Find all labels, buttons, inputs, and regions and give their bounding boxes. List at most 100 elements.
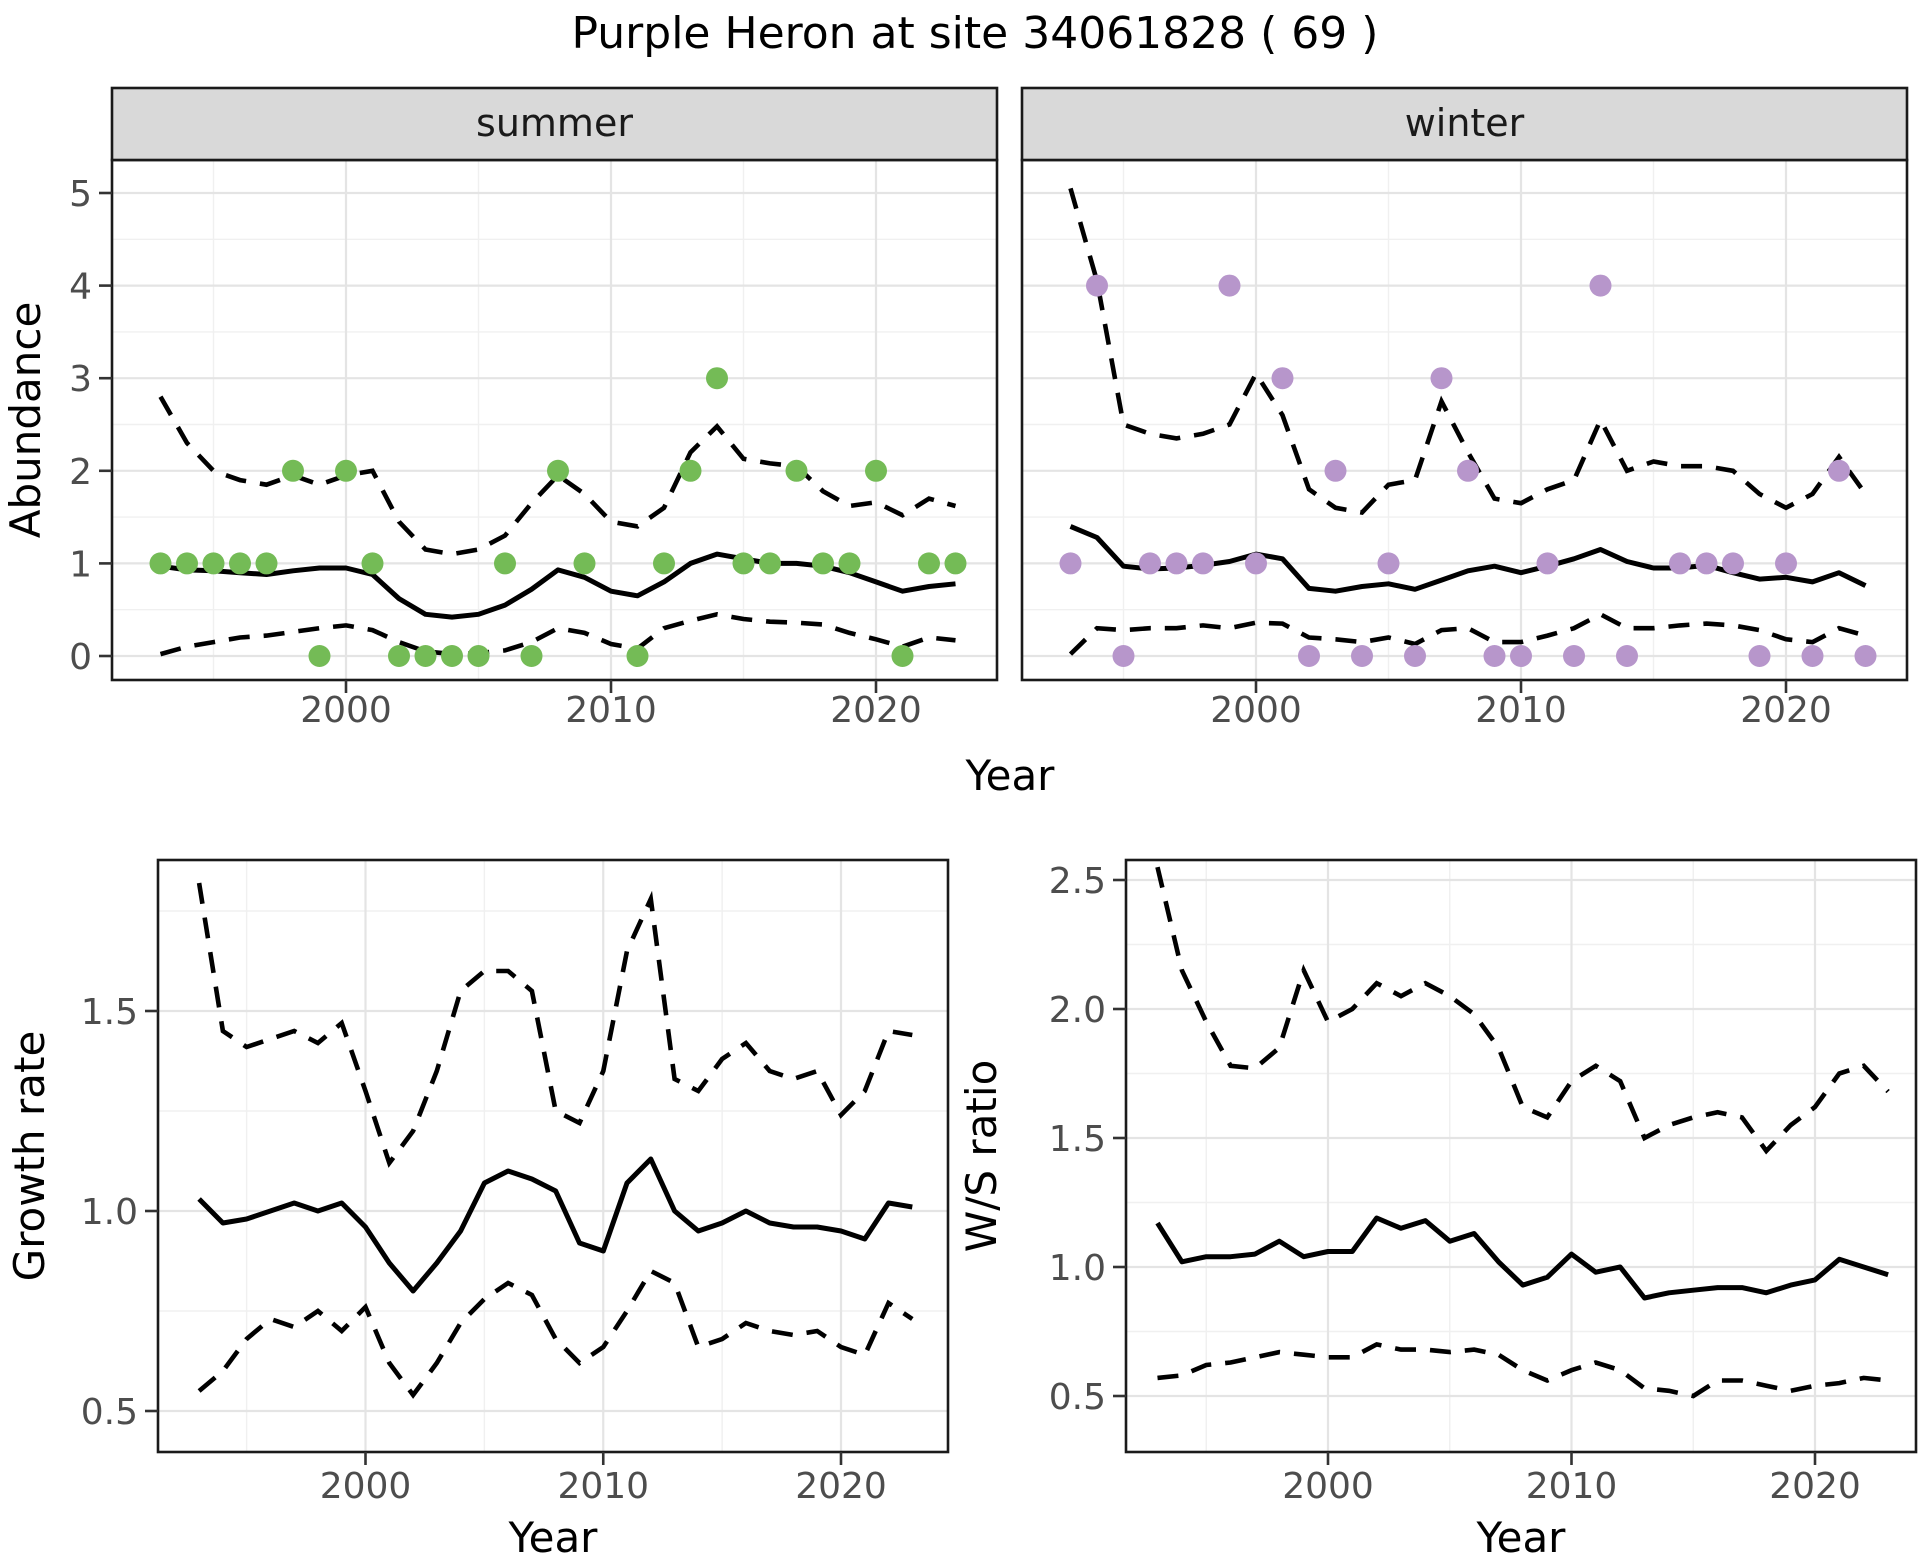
winter-point	[1669, 552, 1691, 575]
summer-point	[865, 459, 887, 482]
winter-point	[1801, 645, 1824, 667]
y-tick-label: 1.5	[1049, 1119, 1106, 1160]
panel-background	[112, 160, 997, 680]
y-tick-label: 5	[69, 174, 92, 215]
winter-point	[1748, 645, 1771, 667]
summer-point	[918, 552, 940, 575]
facet-strip-label: winter	[1405, 101, 1525, 145]
y-axis-title: W/S ratio	[957, 1060, 1006, 1253]
summer-point	[361, 552, 384, 575]
summer-point	[335, 459, 357, 482]
winter-point	[1483, 645, 1506, 667]
summer-point	[202, 552, 225, 575]
series	[149, 367, 967, 667]
winter-point	[1192, 552, 1214, 575]
x-tick-label: 2020	[830, 690, 922, 731]
panel-winter: winter 2000 2010 2020	[1020, 86, 1909, 731]
summer-ci-upper-line	[158, 395, 957, 557]
growth-fit-line	[197, 1156, 913, 1294]
summer-point	[759, 552, 781, 575]
facet-strip	[1020, 86, 1909, 162]
winter-point	[1404, 645, 1426, 667]
series	[1059, 187, 1877, 667]
x-tick-label: 2010	[1526, 1466, 1618, 1507]
x-tick-label: 2010	[557, 1466, 649, 1507]
winter-ci-lower-line	[1068, 611, 1867, 656]
x-tick-label: 2020	[1769, 1466, 1861, 1507]
y-axis-title: Growth rate	[5, 1031, 54, 1282]
x-tick-label: 2020	[795, 1466, 887, 1507]
summer-point	[706, 367, 728, 390]
growth-ci-upper-line	[196, 882, 913, 1168]
winter-point	[1112, 645, 1135, 667]
gridlines	[112, 160, 997, 680]
winter-point	[1324, 459, 1347, 482]
summer-point	[441, 645, 463, 667]
winter-point	[1695, 552, 1718, 575]
panel-ws: 2000 2010 2020 0.5 1.0 1.5 2.0 2.5 W/S ratio Year	[957, 858, 1918, 1560]
winter-point	[1616, 645, 1638, 667]
ws-ci-lower-line	[1157, 1341, 1889, 1399]
y-tick-label: 2.5	[1049, 861, 1106, 902]
y-tick-label: 1.0	[81, 1192, 138, 1233]
winter-point	[1775, 552, 1797, 575]
summer-point	[414, 645, 437, 667]
y-tick-label: 0	[69, 637, 92, 678]
winter-point	[1510, 645, 1532, 667]
summer-point	[626, 645, 649, 667]
panel-background	[158, 860, 948, 1452]
summer-point	[944, 552, 967, 575]
x-tick-label: 2010	[565, 690, 657, 731]
summer-point	[785, 459, 808, 482]
y-tick-label: 0.5	[81, 1392, 138, 1433]
top-row-x-axis-title: Year	[965, 751, 1056, 800]
x-tick-label: 2010	[1475, 690, 1567, 731]
summer-point	[838, 552, 861, 575]
panel-border	[1124, 858, 1918, 1454]
winter-point	[1377, 552, 1400, 575]
y-tick-label: 1	[69, 544, 92, 585]
summer-point	[388, 645, 410, 667]
winter-point	[1722, 552, 1744, 575]
winter-point	[1165, 552, 1188, 575]
summer-point	[573, 552, 596, 575]
winter-point	[1430, 367, 1453, 390]
x-tick-label: 2000	[1282, 1466, 1374, 1507]
winter-point	[1298, 645, 1320, 667]
panel-growth: 2000 2010 2020 0.5 1.0 1.5 Growth rate Year	[5, 858, 950, 1560]
y-tick-label: 1.0	[1049, 1248, 1106, 1289]
series	[1155, 866, 1890, 1399]
summer-point	[547, 459, 569, 482]
y-tick-label: 0.5	[1049, 1377, 1106, 1418]
y-tick-label: 3	[69, 359, 92, 400]
facet-strip-label: summer	[476, 101, 633, 145]
x-tick-label: 2000	[320, 1466, 412, 1507]
winter-point	[1218, 274, 1241, 297]
winter-point	[1854, 645, 1877, 667]
summer-point	[467, 645, 490, 667]
summer-point	[732, 552, 755, 575]
panel-border	[156, 858, 950, 1454]
winter-point	[1059, 552, 1082, 575]
growth-ci-lower-line	[197, 1267, 914, 1399]
x-axis-title: Year	[1476, 1513, 1567, 1560]
winter-point	[1351, 645, 1373, 667]
x-tick-label: 2000	[300, 690, 392, 731]
summer-point	[494, 552, 516, 575]
winter-point	[1563, 645, 1585, 667]
winter-point	[1457, 459, 1479, 482]
series	[196, 882, 914, 1399]
winter-point	[1245, 552, 1267, 575]
winter-point	[1139, 552, 1161, 575]
summer-point	[653, 552, 675, 575]
ws-ci-upper-line	[1155, 866, 1890, 1155]
x-tick-label: 2000	[1210, 690, 1302, 731]
x-axis-title: Year	[508, 1513, 599, 1560]
y-axis-title: Abundance	[1, 302, 50, 539]
summer-point	[308, 645, 331, 667]
facet-strip	[110, 86, 999, 162]
winter-point	[1589, 274, 1612, 297]
summer-point	[229, 552, 251, 575]
